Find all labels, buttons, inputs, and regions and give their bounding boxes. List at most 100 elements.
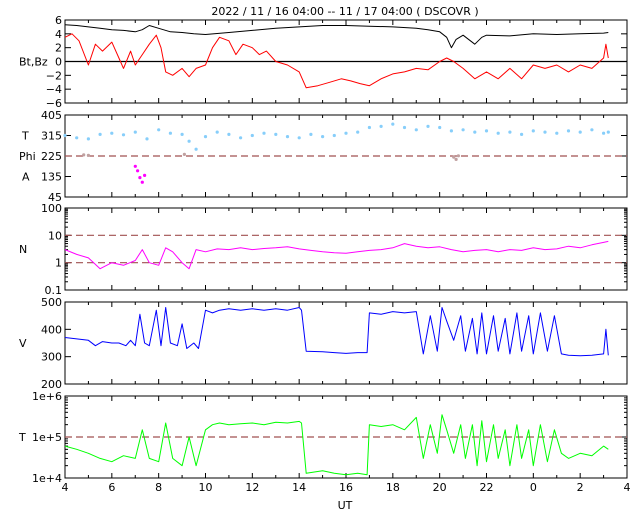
data-point [402,125,407,130]
data-point [86,137,90,141]
y-tick-label: 225 [41,150,62,163]
series-line-tp [64,414,609,476]
y-tick-label: 200 [41,378,62,391]
series-line-bt [64,24,609,49]
y-axis-label: Phi [19,150,36,163]
panel-temperature: 1e+6 1e+5 1e+4 T [18,390,628,485]
data-point [520,132,524,136]
y-tick-label: 1 [55,257,62,270]
data-point [203,135,208,139]
x-tick-label: 4 [624,481,631,494]
data-point [602,131,606,135]
y-tick-label: 10 [48,229,62,242]
data-point [391,122,395,126]
y-tick-label: 100 [41,202,62,215]
y-axis-label: T [18,431,26,444]
panel-speed: 500 400 300 200 V [19,296,628,391]
data-point [461,128,465,132]
y-tick-label: 500 [41,296,62,309]
data-point [86,153,90,157]
y-axis-label: N [19,243,27,256]
panel-density: 100 10 1 0.1 N [19,202,628,297]
x-tick-label: 8 [155,481,162,494]
series-phi-b [82,152,460,161]
series-line-n [64,240,609,270]
x-tick-label: 18 [386,481,400,494]
data-point [379,124,383,128]
y-tick-label: −6 [46,97,62,110]
data-point [578,130,582,134]
data-point [182,152,186,156]
data-point [157,128,161,132]
x-tick-label: 6 [108,481,115,494]
data-point [239,136,243,140]
data-point [484,129,489,133]
y-tick-label: 300 [41,351,62,364]
y-tick-label: −4 [46,83,62,96]
data-point [121,133,126,137]
y-tick-label: 45 [48,191,62,204]
y-tick-label: 0 [55,56,62,69]
y-axis-label: A [22,171,30,184]
y-tick-label: 315 [41,130,62,143]
data-point [82,153,86,157]
data-point [133,130,137,134]
data-point [449,129,453,133]
data-point [566,129,571,133]
data-point [180,132,184,136]
x-tick-label: 22 [480,481,494,494]
series-phi [133,164,147,184]
y-tick-label: 135 [41,171,62,184]
data-point [297,136,301,140]
data-point [98,132,102,136]
x-tick-label: 12 [245,481,259,494]
data-point [367,125,371,130]
x-tick-label: 10 [199,481,213,494]
data-point [136,169,140,173]
y-axis-label: V [19,337,27,350]
y-tick-label: 405 [41,109,62,122]
data-point [250,133,254,138]
chart-panels: 6420−2−4−6Bt,Bz40531522513545TPhiA100101… [18,14,631,494]
data-point [227,132,231,136]
data-point [145,137,149,141]
x-tick-label: 20 [433,481,447,494]
x-tick-label: 14 [292,481,306,494]
data-point [590,128,594,132]
data-point [508,130,512,134]
data-point [321,135,325,139]
data-point [140,180,144,184]
series-line-bz [64,33,609,89]
data-point [143,173,147,177]
y-tick-label: 1e+5 [32,431,62,444]
y-tick-label: 400 [41,323,62,336]
series-line-v [64,307,609,357]
y-axis-label: Bt,Bz [19,56,48,69]
data-point [215,130,219,134]
data-point [309,132,313,136]
y-tick-label: 4 [55,28,62,41]
data-point [168,131,172,135]
data-point [110,131,114,135]
chart-title: 2022 / 11 / 16 04:00 -- 11 / 17 04:00 ( … [211,5,478,18]
data-point [63,133,67,138]
y-tick-label: 6 [55,14,62,27]
data-point [344,131,348,135]
y-tick-label: 0.1 [45,284,63,297]
data-point [332,133,336,138]
data-point [285,135,290,139]
data-point [473,130,477,134]
data-point [531,129,535,133]
data-point [138,176,142,180]
data-point [454,157,458,161]
panel-frame [64,301,628,385]
data-point [456,154,460,158]
data-point [452,155,456,159]
x-tick-label: 4 [62,481,69,494]
data-point [606,130,610,134]
data-point [133,164,137,168]
y-tick-label: 2 [55,42,62,55]
series-theta [63,122,610,151]
